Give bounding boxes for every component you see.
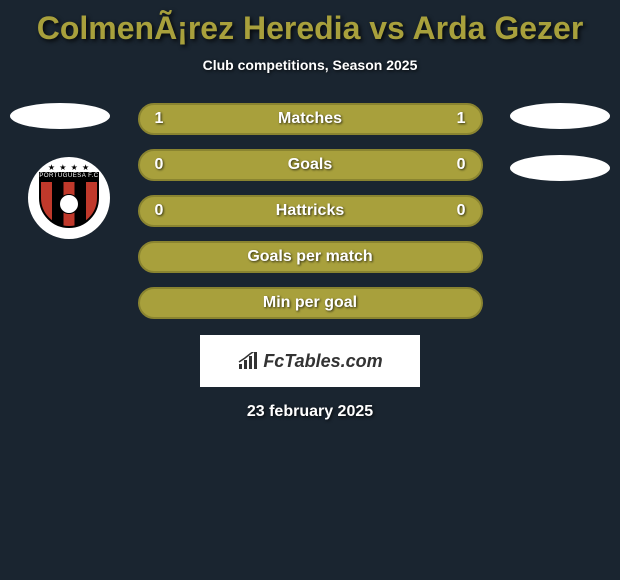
stat-label: Goals	[288, 156, 332, 174]
date-text: 23 february 2025	[247, 403, 373, 421]
page-subtitle: Club competitions, Season 2025	[203, 57, 418, 73]
badge-shield	[39, 180, 99, 228]
stat-left-value: 0	[155, 156, 185, 174]
stat-right-value: 1	[436, 110, 466, 128]
stat-row-hattricks: 0 Hattricks 0	[138, 195, 483, 227]
stat-left-value: 0	[155, 202, 185, 220]
badge-stars: ★ ★ ★ ★	[39, 163, 99, 172]
stat-label: Hattricks	[276, 202, 344, 220]
watermark-box: FcTables.com	[200, 335, 420, 387]
player-right-placeholder-1	[510, 103, 610, 129]
stat-right-value: 0	[436, 202, 466, 220]
infographic-container: ColmenÃ¡rez Heredia vs Arda Gezer Club c…	[0, 0, 620, 421]
page-title: ColmenÃ¡rez Heredia vs Arda Gezer	[37, 10, 584, 47]
stat-row-matches: 1 Matches 1	[138, 103, 483, 135]
stat-left-value: 1	[155, 110, 185, 128]
club-badge: ★ ★ ★ ★ PORTUGUESA F.C	[28, 157, 110, 239]
player-left-placeholder	[10, 103, 110, 129]
stat-row-goals: 0 Goals 0	[138, 149, 483, 181]
badge-graphic: ★ ★ ★ ★ PORTUGUESA F.C	[39, 163, 99, 233]
badge-club-name: PORTUGUESA F.C	[39, 172, 99, 180]
watermark-label: FcTables.com	[263, 351, 382, 372]
chart-icon	[237, 352, 259, 370]
stat-label: Min per goal	[263, 294, 357, 312]
stat-row-goals-per-match: Goals per match	[138, 241, 483, 273]
stat-label: Matches	[278, 110, 342, 128]
badge-ball-icon	[59, 194, 79, 214]
watermark-text: FcTables.com	[237, 351, 382, 372]
stats-area: ★ ★ ★ ★ PORTUGUESA F.C 1 Matches 1 0 Goa…	[0, 103, 620, 421]
stat-right-value: 0	[436, 156, 466, 174]
stat-row-min-per-goal: Min per goal	[138, 287, 483, 319]
stat-label: Goals per match	[247, 248, 372, 266]
player-right-placeholder-2	[510, 155, 610, 181]
